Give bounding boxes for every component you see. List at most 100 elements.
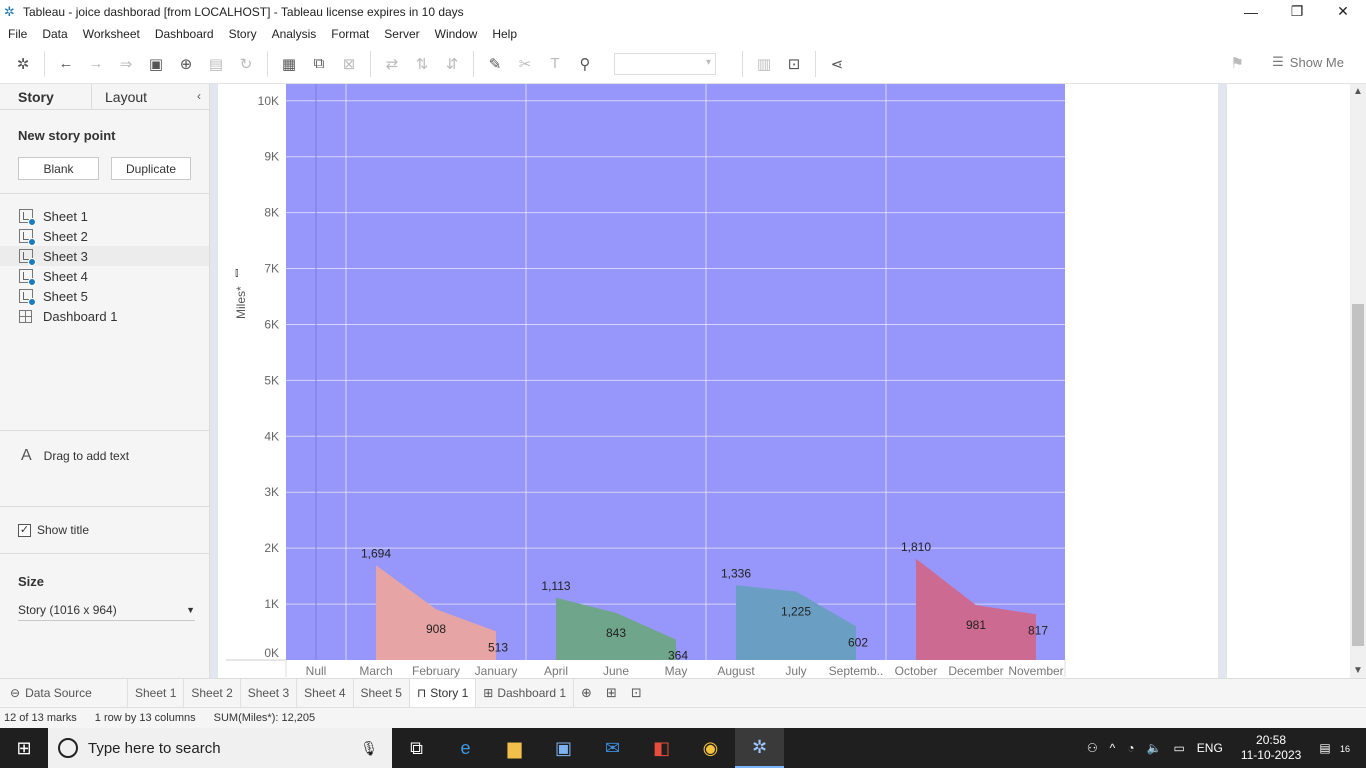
tab-story[interactable]: Story — [0, 84, 92, 109]
new-data-source-icon[interactable]: ⊕ — [179, 55, 193, 73]
sheet-item-2[interactable]: Sheet 2 — [0, 226, 209, 246]
network-icon[interactable]: ◔ — [1127, 741, 1135, 755]
menu-story[interactable]: Story — [228, 26, 257, 41]
format-brush-icon[interactable]: ⚑ — [1230, 55, 1244, 72]
new-story-tab-icon[interactable]: ⊡ — [630, 685, 642, 700]
file-explorer-icon[interactable]: ▆ — [507, 737, 522, 758]
swap-rows-columns-icon[interactable]: ⇄ — [385, 55, 399, 73]
size-select[interactable]: Story (1016 x 964) ▼ — [18, 599, 195, 621]
menu-format[interactable]: Format — [331, 26, 370, 41]
drag-to-add-text[interactable]: A Drag to add text — [0, 431, 209, 481]
scroll-up-icon[interactable]: ▲ — [1353, 86, 1363, 97]
save-icon[interactable]: ▣ — [148, 55, 164, 73]
sheet-item-4[interactable]: Sheet 4 — [0, 266, 209, 286]
size-heading: Size — [18, 574, 45, 589]
blank-button[interactable]: Blank — [18, 157, 99, 180]
presentation-mode-icon[interactable]: ⊡ — [787, 55, 801, 73]
new-dashboard-tab-icon[interactable]: ⊞ — [605, 685, 617, 700]
pin-axes-icon[interactable]: ⚲ — [579, 55, 591, 73]
tab-data-source[interactable]: ⊖ Data Source — [0, 678, 128, 708]
minimize-button[interactable]: — — [1244, 3, 1258, 20]
maximize-button[interactable]: ❐ — [1290, 3, 1304, 19]
store-icon[interactable]: ▣ — [554, 737, 572, 758]
show-title-option[interactable]: ✓ Show title — [0, 507, 209, 553]
story-icon: ⊓ — [416, 686, 427, 700]
notifications-icon[interactable]: ▤ 16 — [1319, 741, 1350, 755]
volume-icon[interactable]: 🔈 — [1146, 741, 1162, 755]
show-cards-icon[interactable]: ▥ — [756, 55, 772, 73]
sort-ascending-icon[interactable]: ⇅ — [415, 55, 429, 73]
close-button[interactable]: ✕ — [1337, 3, 1349, 19]
show-me-icon: ☰ — [1272, 54, 1284, 69]
refresh-icon[interactable]: ↻ — [239, 55, 253, 73]
sheet-item-5[interactable]: Sheet 5 — [0, 286, 209, 306]
toolbar-separator — [267, 50, 268, 77]
dashboard-item[interactable]: Dashboard 1 — [0, 306, 209, 326]
undo-icon[interactable]: ← — [58, 55, 74, 72]
menu-data[interactable]: Data — [42, 26, 68, 41]
menu-help[interactable]: Help — [492, 26, 517, 41]
language-indicator[interactable]: ENG — [1196, 741, 1223, 755]
tab-sheet-4[interactable]: Sheet 4 — [297, 678, 354, 708]
tab-sheet-3[interactable]: Sheet 3 — [241, 678, 298, 708]
vertical-scrollbar[interactable]: ▲ ▼ — [1350, 84, 1366, 678]
fit-select[interactable] — [614, 52, 716, 75]
tab-dashboard-1[interactable]: ⊞ Dashboard 1 — [476, 678, 575, 708]
tab-sheet-5[interactable]: Sheet 5 — [354, 678, 410, 708]
sheet-item-label: Sheet 5 — [43, 288, 88, 304]
windows-start-icon[interactable]: ⊞ — [16, 737, 32, 758]
redo-icon[interactable]: → — [88, 55, 104, 72]
taskbar-search[interactable]: Type here to search 🎙 — [48, 728, 392, 768]
mail-icon[interactable]: ✉ — [604, 737, 621, 758]
search-icon — [58, 738, 78, 758]
sheet-item-1[interactable]: Sheet 1 — [0, 206, 209, 226]
menu-file[interactable]: File — [8, 26, 28, 41]
toolbar-separator — [370, 50, 371, 77]
x-tick-label: August — [717, 664, 755, 678]
tab-layout[interactable]: Layout — [92, 84, 184, 109]
collapse-panel-icon[interactable]: ‹ — [197, 89, 201, 103]
group-members-icon[interactable]: ✂ — [518, 55, 532, 73]
clock[interactable]: 20:58 11-10-2023 — [1241, 733, 1302, 763]
drag-to-add-text-label: Drag to add text — [43, 449, 130, 463]
duplicate-button[interactable]: Duplicate — [111, 157, 191, 180]
toolbar: ✲ ← → ⇒ ▣ ⊕ ▤ ↻ ▦ ⧉ ⊠ ⇄ ⇅ ⇵ ✎ ✂ T ⚲ ▥ ⊡ … — [0, 44, 1366, 84]
menu-server[interactable]: Server — [384, 26, 420, 41]
new-worksheet-icon[interactable]: ▦ — [281, 55, 297, 73]
tab-sheet-1[interactable]: Sheet 1 — [128, 678, 185, 708]
show-hidden-icons[interactable]: ^ — [1109, 741, 1116, 755]
replay-icon[interactable]: ⇒ — [119, 55, 133, 73]
scroll-thumb[interactable] — [1352, 304, 1364, 646]
people-icon[interactable]: ⚇ — [1086, 741, 1098, 755]
battery-icon[interactable]: ▭ — [1173, 741, 1185, 755]
chrome-icon[interactable]: ◉ — [702, 737, 719, 758]
menu-worksheet[interactable]: Worksheet — [82, 26, 140, 41]
data-label: 843 — [606, 626, 626, 640]
tableau-taskbar-icon[interactable]: ✲ — [735, 728, 784, 768]
pause-updates-icon[interactable]: ▤ — [208, 55, 224, 73]
show-mark-labels-icon[interactable]: T — [550, 55, 560, 72]
tableau-home-icon[interactable]: ✲ — [16, 55, 30, 73]
menu-dashboard[interactable]: Dashboard — [154, 26, 214, 41]
x-tick-label: December — [948, 664, 1003, 678]
scroll-down-icon[interactable]: ▼ — [1353, 665, 1363, 676]
tab-sheet-2[interactable]: Sheet 2 — [184, 678, 241, 708]
show-title-checkbox[interactable]: ✓ — [18, 523, 31, 537]
edge-browser-icon[interactable]: e — [460, 737, 471, 758]
game-app-icon[interactable]: ◧ — [652, 737, 670, 758]
new-worksheet-tab-icon[interactable]: ⊕ — [581, 685, 592, 700]
tab-story-1[interactable]: ⊓ Story 1 — [409, 678, 477, 708]
microphone-icon[interactable]: 🎙 — [360, 739, 378, 756]
sort-descending-icon[interactable]: ⇵ — [445, 55, 459, 73]
task-view-icon[interactable]: ⧉ — [410, 737, 423, 758]
duplicate-sheet-icon[interactable]: ⧉ — [313, 55, 325, 72]
sheet-item-3[interactable]: Sheet 3 — [0, 246, 209, 266]
share-icon[interactable]: ⋖ — [830, 55, 844, 73]
highlight-icon[interactable]: ✎ — [488, 55, 502, 73]
clear-sheet-icon[interactable]: ⊠ — [342, 55, 356, 73]
sheet-tab-bar: ⊖ Data Source Sheet 1 Sheet 2 Sheet 3 Sh… — [0, 678, 1366, 708]
menu-window[interactable]: Window — [434, 26, 478, 41]
area-chart[interactable]: 0K 1K 2K 3K 4K 5K 6K 7K 8K 9K 10K Miles* ⫾ Null 1,694 9… — [218, 84, 1218, 678]
menu-analysis[interactable]: Analysis — [271, 26, 317, 41]
show-me-button[interactable]: ☰ Show Me — [1272, 54, 1344, 70]
